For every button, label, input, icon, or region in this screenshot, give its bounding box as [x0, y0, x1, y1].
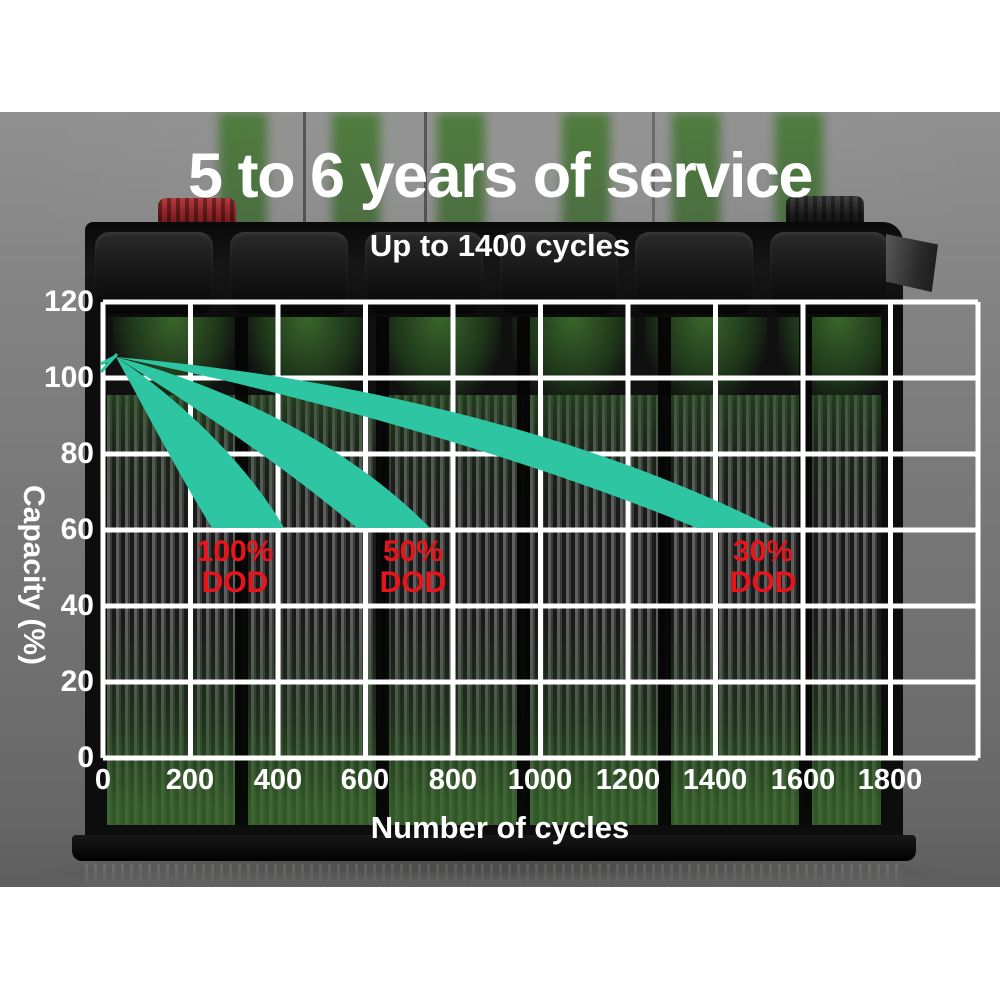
annotation-50pct-dod: 50% DOD: [338, 536, 488, 598]
battery-cell-glow: [672, 112, 720, 238]
x-tick-800: 800: [428, 764, 478, 796]
x-tick-1800: 1800: [857, 764, 923, 796]
annotation-dod: DOD: [379, 566, 447, 599]
y-tick-0: 0: [77, 741, 94, 774]
chart-subtitle: Up to 1400 cycles: [369, 228, 631, 263]
battery-base: [72, 835, 916, 861]
y-tick-120: 120: [43, 285, 94, 318]
x-tick-600: 600: [340, 764, 390, 796]
x-axis-label: Number of cycles: [370, 810, 630, 845]
battery-rod: [652, 112, 655, 228]
y-tick-80: 80: [60, 437, 94, 470]
x-tick-0: 0: [94, 764, 112, 796]
battery-reflection: [85, 864, 903, 887]
annotation-dod: DOD: [729, 566, 797, 599]
y-tick-20: 20: [60, 665, 94, 698]
annotation-dod: DOD: [201, 566, 269, 599]
battery-rod: [303, 112, 306, 228]
annotation-percent: 50%: [382, 535, 444, 568]
battery-rod: [424, 112, 427, 228]
y-tick-60: 60: [60, 513, 94, 546]
annotation-percent: 100%: [196, 535, 274, 568]
x-tick-1600: 1600: [770, 764, 836, 796]
battery-handle: [886, 234, 938, 292]
x-tick-1000: 1000: [507, 764, 573, 796]
annotation-percent: 30%: [732, 535, 794, 568]
x-tick-1200: 1200: [595, 764, 661, 796]
annotation-30pct-dod: 30% DOD: [688, 536, 838, 598]
x-tick-1400: 1400: [682, 764, 748, 796]
chart-title: 5 to 6 years of service: [188, 141, 813, 211]
battery-cell-glow: [562, 112, 610, 238]
annotation-100pct-dod: 100% DOD: [160, 536, 310, 598]
x-tick-200: 200: [165, 764, 215, 796]
battery-cell-glow: [437, 112, 485, 238]
x-tick-400: 400: [253, 764, 303, 796]
y-tick-40: 40: [60, 589, 94, 622]
battery-cell-glow: [332, 112, 380, 238]
y-tick-100: 100: [43, 361, 94, 394]
